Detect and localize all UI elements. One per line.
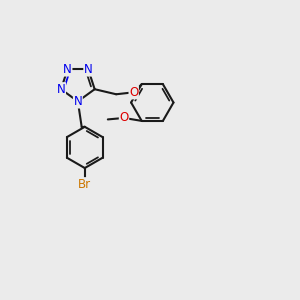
Text: N: N <box>57 83 65 96</box>
Text: O: O <box>129 86 138 99</box>
Text: Br: Br <box>78 178 91 191</box>
Text: N: N <box>84 63 93 76</box>
Text: N: N <box>74 95 82 108</box>
Text: N: N <box>63 63 72 76</box>
Text: O: O <box>119 111 129 124</box>
